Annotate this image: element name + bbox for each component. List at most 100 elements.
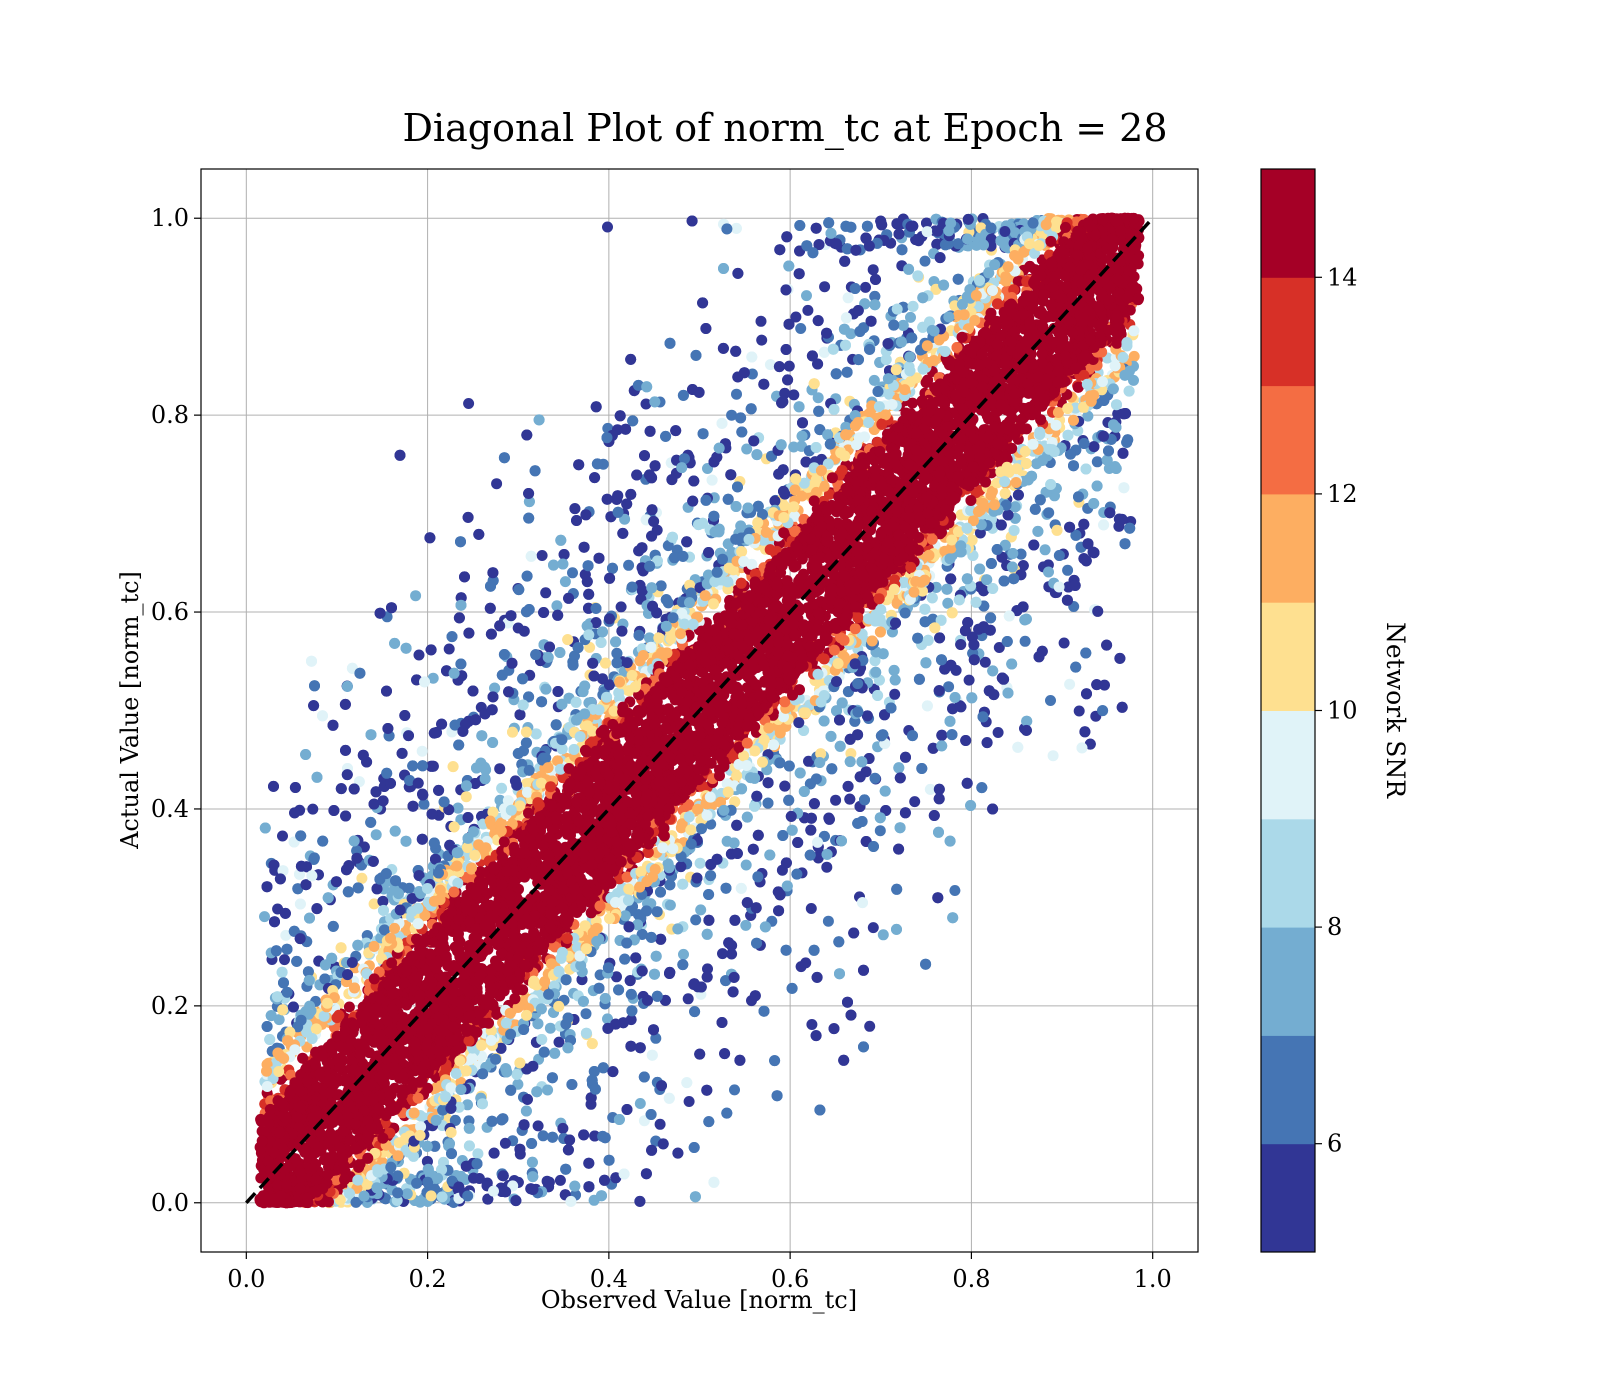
scatter-point xyxy=(569,503,581,515)
scatter-point xyxy=(962,213,974,225)
scatter-point xyxy=(468,1172,480,1184)
scatter-point xyxy=(779,387,791,399)
scatter-point xyxy=(891,303,903,315)
scatter-point xyxy=(888,664,900,676)
scatter-point xyxy=(1045,479,1057,490)
scatter-point xyxy=(810,1030,822,1042)
scatter-point xyxy=(525,1183,537,1195)
scatter-point xyxy=(678,948,689,960)
scatter-point xyxy=(621,937,633,949)
scatter-point xyxy=(844,793,856,805)
scatter-point xyxy=(869,299,881,311)
scatter-point xyxy=(304,912,315,924)
scatter-point xyxy=(836,697,848,709)
scatter-point xyxy=(602,1022,614,1034)
scatter-point xyxy=(943,225,955,237)
scatter-point xyxy=(870,666,882,678)
scatter-point xyxy=(578,1129,590,1141)
scatter-point xyxy=(586,1038,598,1050)
scatter-point xyxy=(894,822,906,834)
scatter-point xyxy=(852,706,864,718)
scatter-point xyxy=(309,680,320,692)
scatter-point xyxy=(647,600,658,612)
scatter-point xyxy=(845,221,857,233)
scatter-point xyxy=(1087,546,1099,558)
scatter-point xyxy=(422,1176,434,1188)
scatter-point xyxy=(702,963,713,975)
scatter-point xyxy=(933,783,945,795)
scatter-point xyxy=(494,763,506,775)
scatter-point xyxy=(781,231,793,243)
scatter-point xyxy=(822,915,834,927)
scatter-point xyxy=(877,648,889,660)
scatter-point xyxy=(634,1098,646,1109)
scatter-point xyxy=(341,680,353,692)
scatter-point xyxy=(607,1066,619,1078)
scatter-point xyxy=(774,889,786,901)
scatter-point xyxy=(463,1122,475,1134)
scatter-point xyxy=(580,509,592,521)
scatter-point xyxy=(487,567,499,579)
scatter-point xyxy=(748,435,760,447)
scatter-point xyxy=(1101,454,1113,466)
scatter-point xyxy=(343,860,355,872)
scatter-point xyxy=(978,239,989,251)
scatter-point xyxy=(1119,538,1131,550)
scatter-point xyxy=(664,337,676,349)
scatter-point xyxy=(432,1172,444,1184)
scatter-point xyxy=(895,336,907,348)
scatter-point xyxy=(933,826,944,838)
scatter-point xyxy=(463,627,475,639)
scatter-point xyxy=(792,837,804,848)
scatter-point xyxy=(538,1046,550,1058)
scatter-point xyxy=(527,1171,539,1183)
scatter-point xyxy=(960,735,972,746)
scatter-point xyxy=(920,958,932,970)
scatter-point xyxy=(340,744,351,756)
scatter-point xyxy=(340,810,352,822)
scatter-point xyxy=(827,343,839,355)
scatter-point xyxy=(991,544,1003,555)
scatter-point xyxy=(530,649,542,661)
scatter-point xyxy=(783,360,795,372)
scatter-point xyxy=(540,683,552,695)
scatter-point xyxy=(520,726,532,738)
scatter-point xyxy=(934,252,946,264)
scatter-point xyxy=(874,812,886,824)
scatter-point xyxy=(870,274,881,285)
scatter-point xyxy=(945,573,957,585)
scatter-point xyxy=(544,1022,556,1034)
scatter-point xyxy=(688,475,700,487)
scatter-point xyxy=(828,403,840,415)
scatter-point xyxy=(506,657,518,669)
scatter-point xyxy=(896,244,908,256)
scatter-point xyxy=(690,914,702,926)
scatter-point xyxy=(812,358,824,370)
scatter-point xyxy=(634,1042,646,1054)
scatter-point xyxy=(335,942,347,954)
scatter-point xyxy=(893,228,905,240)
scatter-point xyxy=(786,982,798,994)
scatter-point xyxy=(947,912,959,924)
scatter-point xyxy=(830,794,842,806)
scatter-point xyxy=(691,872,703,884)
scatter-point xyxy=(752,871,764,883)
scatter-point xyxy=(444,1138,455,1150)
scatter-point xyxy=(865,315,877,327)
scatter-point xyxy=(385,777,396,789)
scatter-point xyxy=(589,1083,601,1095)
scatter-point xyxy=(365,816,377,828)
scatter-point xyxy=(841,366,853,378)
scatter-point xyxy=(562,1144,574,1156)
scatter-point xyxy=(814,1104,826,1116)
scatter-point xyxy=(810,442,822,453)
scatter-point xyxy=(500,1186,512,1198)
scatter-point xyxy=(494,620,506,632)
scatter-point xyxy=(804,849,816,861)
scatter-point xyxy=(1045,695,1056,706)
scatter-point xyxy=(913,673,925,685)
scatter-point xyxy=(604,613,615,625)
scatter-point xyxy=(496,782,508,794)
scatter-point xyxy=(861,710,873,722)
scatter-point xyxy=(750,902,762,914)
